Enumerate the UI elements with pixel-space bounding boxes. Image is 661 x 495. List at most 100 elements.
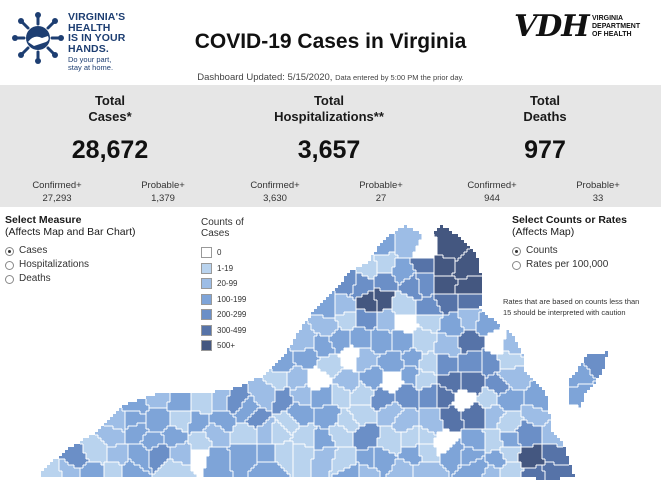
county-region[interactable] [437, 372, 461, 393]
county-region[interactable] [485, 327, 506, 354]
county-region[interactable] [227, 384, 251, 414]
county-region[interactable] [401, 426, 419, 447]
county-region[interactable] [434, 333, 461, 357]
county-region[interactable] [374, 288, 395, 312]
county-region[interactable] [410, 258, 434, 273]
county-region[interactable] [452, 249, 482, 279]
county-region[interactable] [521, 405, 551, 426]
county-region[interactable] [461, 429, 485, 450]
county-region[interactable] [503, 330, 524, 357]
county-region[interactable] [335, 270, 356, 297]
county-region[interactable] [230, 423, 257, 444]
county-region[interactable] [482, 348, 500, 378]
county-region[interactable] [416, 273, 434, 297]
county-region[interactable] [209, 411, 236, 432]
measure-option-deaths[interactable]: Deaths [5, 272, 136, 286]
county-region[interactable] [311, 447, 338, 477]
county-region[interactable] [161, 426, 188, 447]
county-region[interactable] [335, 294, 356, 315]
counts-option-rates[interactable]: Rates per 100,000 [512, 258, 627, 272]
county-region[interactable] [377, 351, 404, 372]
county-region[interactable] [452, 456, 488, 477]
county-region[interactable] [542, 420, 563, 447]
county-region[interactable] [401, 348, 422, 369]
county-region[interactable] [80, 435, 107, 465]
county-region[interactable] [458, 447, 485, 468]
county-region[interactable] [311, 291, 335, 318]
county-region[interactable] [170, 411, 191, 432]
county-region[interactable] [146, 408, 170, 432]
county-region[interactable] [395, 315, 419, 333]
county-region[interactable] [515, 420, 542, 447]
county-region[interactable] [275, 441, 293, 477]
county-region[interactable] [272, 348, 296, 372]
county-region[interactable] [500, 462, 524, 477]
county-region[interactable] [347, 405, 377, 426]
county-region[interactable] [485, 405, 506, 429]
county-region[interactable] [107, 444, 128, 465]
county-region[interactable] [371, 327, 392, 354]
county-region[interactable] [386, 459, 413, 477]
measure-option-hospitalizations[interactable]: Hospitalizations [5, 258, 136, 272]
county-region[interactable] [419, 408, 443, 435]
county-region[interactable] [191, 450, 209, 477]
county-region[interactable] [542, 444, 569, 465]
county-region[interactable] [521, 465, 545, 480]
county-region[interactable] [272, 420, 293, 444]
county-region[interactable] [122, 459, 152, 477]
county-region[interactable] [191, 393, 212, 414]
county-region[interactable] [125, 411, 146, 429]
county-region[interactable] [353, 423, 380, 450]
county-region[interactable] [416, 369, 437, 390]
county-region[interactable] [461, 402, 485, 429]
county-region[interactable] [290, 384, 311, 405]
county-region[interactable] [434, 255, 455, 276]
county-region[interactable] [518, 444, 545, 468]
county-region[interactable] [95, 426, 125, 447]
county-region[interactable] [434, 429, 461, 456]
county-region[interactable] [437, 312, 464, 336]
county-region[interactable] [245, 408, 272, 429]
county-region[interactable] [257, 417, 275, 444]
county-region[interactable] [458, 294, 482, 309]
county-region[interactable] [356, 291, 377, 312]
county-region[interactable] [212, 390, 230, 411]
county-region[interactable] [80, 462, 104, 477]
county-region[interactable] [335, 312, 356, 330]
county-region[interactable] [395, 384, 419, 411]
county-region[interactable] [293, 348, 320, 369]
county-region[interactable] [416, 315, 443, 333]
county-region[interactable] [374, 273, 398, 291]
county-region[interactable] [41, 459, 62, 477]
county-region[interactable] [248, 378, 275, 411]
county-region[interactable] [350, 327, 371, 348]
county-region[interactable] [440, 405, 464, 432]
county-region[interactable] [458, 351, 482, 372]
county-region[interactable] [128, 444, 152, 474]
county-region[interactable] [542, 462, 575, 480]
county-region[interactable] [203, 447, 233, 477]
county-region[interactable] [314, 426, 335, 450]
county-region[interactable] [287, 366, 308, 390]
measure-option-cases[interactable]: Cases [5, 244, 136, 258]
county-region[interactable] [437, 354, 458, 375]
county-region[interactable] [434, 276, 458, 294]
county-region[interactable] [257, 444, 275, 462]
county-region[interactable] [419, 426, 437, 444]
county-region[interactable] [233, 396, 260, 423]
county-region[interactable] [482, 429, 503, 453]
county-region[interactable] [329, 327, 350, 354]
county-region[interactable] [569, 381, 596, 408]
county-region[interactable] [152, 459, 197, 477]
county-region[interactable] [314, 405, 341, 429]
county-region[interactable] [149, 444, 170, 474]
county-region[interactable] [395, 225, 422, 258]
county-region[interactable] [401, 366, 419, 387]
county-region[interactable] [263, 369, 287, 390]
county-region[interactable] [374, 234, 395, 255]
county-region[interactable] [293, 444, 314, 477]
county-region[interactable] [59, 459, 80, 477]
county-region[interactable] [308, 315, 338, 336]
county-region[interactable] [413, 462, 449, 477]
